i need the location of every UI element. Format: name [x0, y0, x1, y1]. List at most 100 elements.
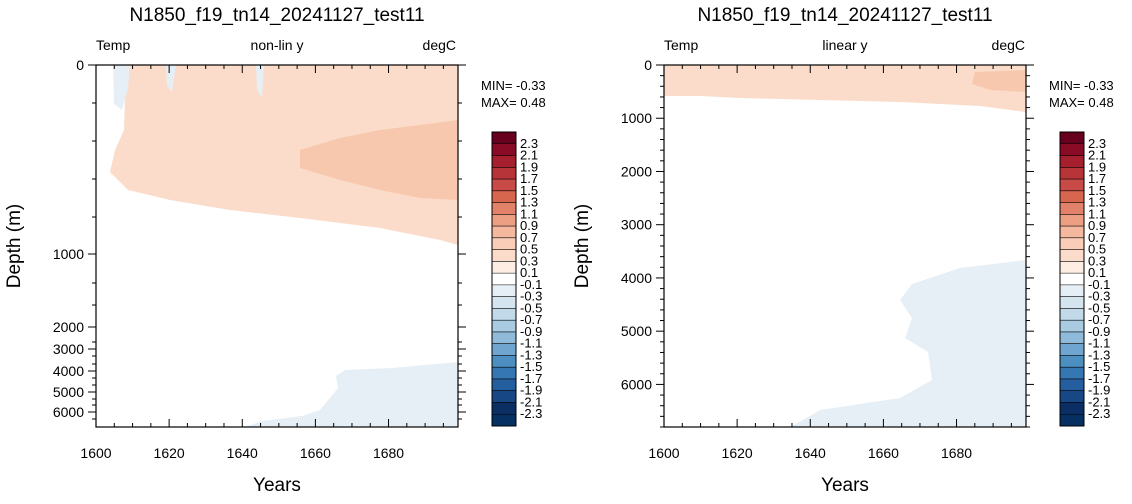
y-tick-label: 0	[76, 57, 84, 73]
colorbar-label: 0.3	[1088, 253, 1106, 268]
colorbar-swatch	[492, 155, 516, 168]
colorbar-label: 0.5	[520, 242, 538, 257]
colorbar-label: -0.1	[520, 277, 542, 292]
colorbar-label: 0.1	[1088, 265, 1106, 280]
colorbar-label: -1.5	[1088, 359, 1110, 374]
colorbar-label: -0.3	[1088, 289, 1110, 304]
colorbar-label: 1.5	[520, 183, 538, 198]
colorbar-label: 2.3	[1088, 136, 1106, 151]
colorbar-swatch	[1060, 237, 1084, 250]
colorbar-swatch	[1060, 132, 1084, 145]
colorbar-label: -1.3	[1088, 347, 1110, 362]
colorbar-label: -0.3	[520, 289, 542, 304]
colorbar-swatch	[492, 308, 516, 321]
colorbar-label: 1.9	[520, 159, 538, 174]
y-axis: 0 1000 2000 3000 4000 5000 6000	[53, 57, 466, 420]
colorbar-swatch	[1060, 355, 1084, 368]
colorbar-label: -1.1	[1088, 336, 1110, 351]
colorbar-swatch	[492, 179, 516, 192]
y-axis: 0 1000 2000 3000 4000 5000 6000	[621, 57, 1034, 428]
y-tick-label: 2000	[621, 163, 652, 179]
colorbar-swatch	[492, 320, 516, 333]
warm-anomaly-core	[300, 120, 458, 200]
max-label: MAX= 0.48	[481, 95, 546, 110]
y-tick-label: 5000	[53, 384, 84, 400]
y-tick-label: 6000	[53, 404, 84, 420]
y-tick-label: 0	[644, 57, 652, 73]
chart-title: N1850_f19_tn14_20241127_test11	[697, 5, 992, 26]
y-tick-label: 4000	[621, 270, 652, 286]
colorbar-swatch	[1060, 202, 1084, 215]
colorbar-swatch	[1060, 320, 1084, 333]
cool-bottom-region	[245, 362, 458, 427]
y-tick-label: 2000	[53, 319, 84, 335]
x-tick-label: 1620	[154, 445, 185, 461]
scale-label: non-lin y	[251, 37, 304, 53]
colorbar-label: 0.3	[520, 253, 538, 268]
y-axis-label: Depth (m)	[572, 204, 593, 288]
y-tick-label: 4000	[53, 363, 84, 379]
colorbar-label: 1.7	[520, 171, 538, 186]
colorbar-swatch	[492, 284, 516, 297]
colorbar-frame	[1059, 131, 1085, 427]
units-label: degC	[992, 37, 1025, 53]
x-axis: 1600 1620 1640 1660 1680	[80, 65, 444, 461]
colorbar-swatch	[1060, 390, 1084, 403]
colorbar-swatch	[492, 143, 516, 156]
colorbar-label: 0.9	[1088, 218, 1106, 233]
colorbar-label: 0.7	[1088, 230, 1106, 245]
colorbar-label: -0.9	[520, 324, 542, 339]
colorbar-swatch	[492, 355, 516, 368]
colorbar-swatch	[492, 261, 516, 274]
contour-fill	[96, 65, 458, 427]
colorbar-swatch	[1060, 179, 1084, 192]
y-tick-label: 3000	[621, 217, 652, 233]
x-axis-label: Years	[253, 475, 301, 496]
chart-panel-linear: N1850_f19_tn14_20241127_test11 Temp line…	[572, 5, 1114, 496]
colorbar-swatch	[492, 414, 516, 427]
colorbar-label: 2.3	[520, 136, 538, 151]
colorbar-label: -1.9	[520, 383, 542, 398]
colorbar-label: 2.1	[520, 148, 538, 163]
scale-label: linear y	[822, 37, 867, 53]
colorbar-label: -1.7	[1088, 371, 1110, 386]
colorbar-swatch	[492, 132, 516, 145]
colorbar-label: -2.1	[1088, 394, 1110, 409]
x-tick-label: 1640	[227, 445, 258, 461]
colorbar-swatch	[492, 367, 516, 380]
x-tick-label: 1600	[80, 445, 111, 461]
min-label: MIN= -0.33	[1049, 78, 1114, 93]
colorbar-swatch	[492, 296, 516, 309]
x-tick-label: 1660	[868, 445, 899, 461]
colorbar-label: 1.1	[1088, 206, 1106, 221]
min-label: MIN= -0.33	[481, 78, 546, 93]
colorbar-label: 1.5	[1088, 183, 1106, 198]
y-tick-label: 1000	[621, 110, 652, 126]
colorbar-label: -0.5	[520, 300, 542, 315]
colorbar-label: 2.1	[1088, 148, 1106, 163]
colorbar-swatch	[1060, 143, 1084, 156]
colorbar-frame	[491, 131, 517, 427]
colorbar: 2.32.11.91.71.51.31.10.90.70.50.30.1-0.1…	[1059, 131, 1110, 427]
warm-anomaly-region	[664, 65, 1026, 112]
x-axis: 1600 1620 1640 1660 1680	[648, 65, 1012, 461]
colorbar-swatch	[1060, 214, 1084, 227]
chart-panel-nonlinear: N1850_f19_tn14_20241127_test11 Temp non-…	[4, 5, 546, 496]
colorbar-label: 1.9	[1088, 159, 1106, 174]
colorbar-swatch	[492, 190, 516, 203]
cool-surface-patch-1	[113, 65, 130, 110]
x-axis-label: Years	[821, 475, 869, 496]
colorbar-label: -1.1	[520, 336, 542, 351]
colorbar-label: -1.9	[1088, 383, 1110, 398]
colorbar-label: 0.7	[520, 230, 538, 245]
colorbar-label: 1.7	[1088, 171, 1106, 186]
contour-fill	[664, 65, 1026, 427]
colorbar-swatch	[1060, 331, 1084, 344]
colorbar-swatch	[1060, 226, 1084, 239]
colorbar-swatch	[492, 402, 516, 415]
units-label: degC	[423, 37, 456, 53]
variable-label: Temp	[664, 37, 698, 53]
colorbar-swatch	[492, 378, 516, 392]
y-axis-label: Depth (m)	[4, 204, 25, 288]
